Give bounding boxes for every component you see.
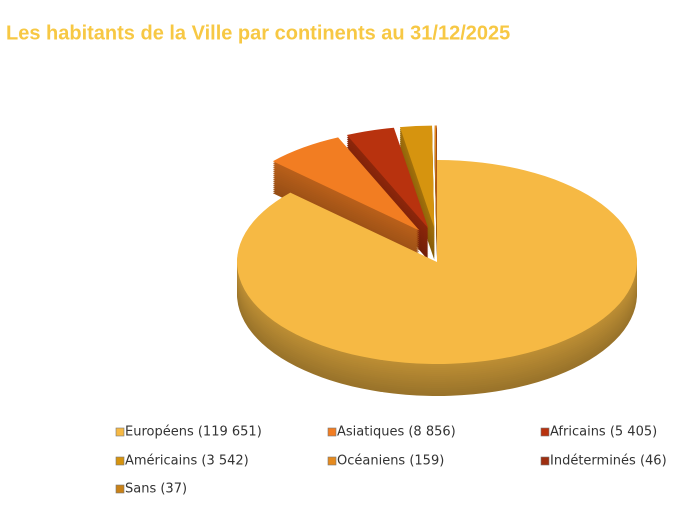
- slice-side: [434, 141, 437, 244]
- legend-marker: [115, 484, 125, 494]
- slice-side: [434, 153, 437, 256]
- slice-side: [436, 139, 437, 242]
- slice-side: [436, 131, 437, 234]
- legend-label: Océaniens (159): [337, 454, 444, 469]
- slice-side: [434, 149, 437, 252]
- slice-side: [436, 141, 437, 244]
- legend-marker: [115, 456, 125, 466]
- legend-label: Européens (119 651): [125, 425, 262, 440]
- slice: [236, 160, 638, 364]
- slice-side: [434, 157, 437, 260]
- slice-side: [434, 137, 437, 240]
- legend-label: Africains (5 405): [550, 425, 657, 440]
- legend-label: Sans (37): [125, 482, 187, 497]
- slice-side: [434, 133, 437, 236]
- slice-side: [436, 127, 437, 230]
- slice-side: [434, 131, 437, 234]
- legend-marker: [540, 427, 550, 437]
- slice-side: [434, 143, 437, 246]
- slice-side: [434, 155, 437, 258]
- slice-side: [434, 135, 437, 238]
- legend-label: Américains (3 542): [125, 454, 249, 469]
- slice-side: [436, 135, 437, 238]
- legend-marker: [327, 456, 337, 466]
- slice-side: [436, 133, 437, 236]
- slice: [399, 125, 435, 228]
- slice-side: [434, 139, 437, 242]
- slice: [346, 127, 429, 229]
- slice: [434, 125, 437, 228]
- slice-side: [434, 145, 437, 248]
- slice-side: [436, 143, 437, 246]
- legend-label: Indéterminés (46): [550, 454, 667, 469]
- slice: [272, 137, 420, 231]
- slice: [436, 125, 437, 228]
- slice-side: [436, 129, 437, 232]
- slice-side: [434, 127, 437, 230]
- slice-side: [436, 137, 437, 240]
- slice-side: [434, 129, 437, 232]
- slice-side: [434, 147, 437, 250]
- slice-side: [434, 151, 437, 254]
- legend-marker: [327, 427, 337, 437]
- legend-marker: [540, 456, 550, 466]
- legend-marker: [115, 427, 125, 437]
- chart-title: Les habitants de la Ville par continents…: [6, 22, 510, 44]
- legend-label: Asiatiques (8 856): [337, 425, 456, 440]
